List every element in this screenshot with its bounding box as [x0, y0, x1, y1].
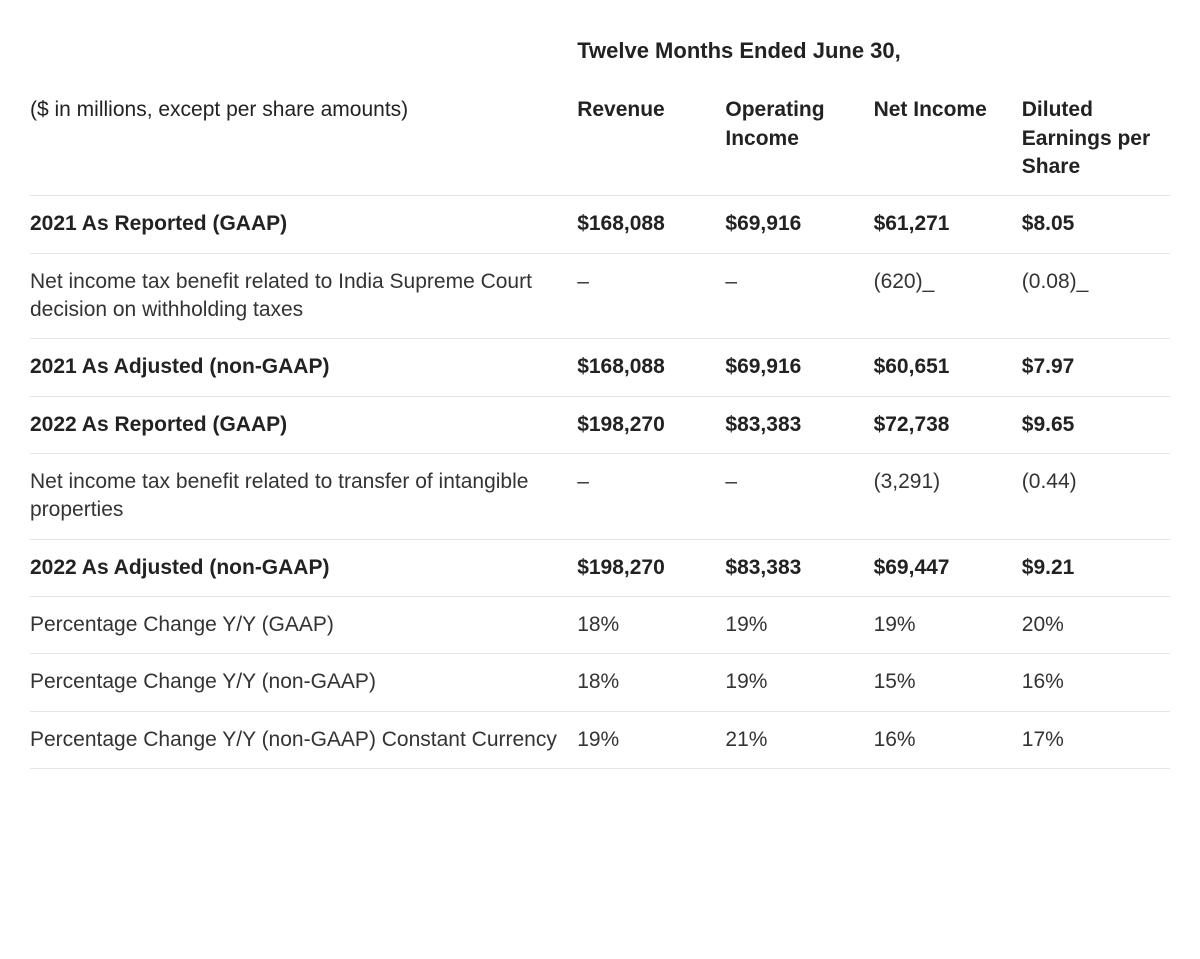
cell: $83,383 — [725, 539, 873, 596]
title-row: Twelve Months Ended June 30, — [30, 30, 1170, 82]
table-row: 2021 As Adjusted (non-GAAP)$168,088$69,9… — [30, 339, 1170, 396]
cell: $61,271 — [874, 196, 1022, 253]
table-row: 2021 As Reported (GAAP)$168,088$69,916$6… — [30, 196, 1170, 253]
table-row: 2022 As Adjusted (non-GAAP)$198,270$83,3… — [30, 539, 1170, 596]
cell: 19% — [577, 711, 725, 768]
cell: – — [725, 454, 873, 540]
row-label: Percentage Change Y/Y (GAAP) — [30, 597, 577, 654]
table-title-text: Twelve Months Ended June 30, — [577, 38, 901, 63]
cell: $60,651 — [874, 339, 1022, 396]
cell: $8.05 — [1022, 196, 1170, 253]
row-label: 2022 As Reported (GAAP) — [30, 396, 577, 453]
cell: 21% — [725, 711, 873, 768]
cell: 18% — [577, 597, 725, 654]
table-row: Percentage Change Y/Y (non-GAAP) Constan… — [30, 711, 1170, 768]
table: Twelve Months Ended June 30, ($ in milli… — [30, 30, 1170, 769]
table-row: 2022 As Reported (GAAP)$198,270$83,383$7… — [30, 396, 1170, 453]
cell: 15% — [874, 654, 1022, 711]
col-header-net-income: Net Income — [874, 82, 1022, 196]
cell: (0.08)_ — [1022, 253, 1170, 339]
col-header-diluted-eps: Diluted Earnings per Share — [1022, 82, 1170, 196]
row-label: Net income tax benefit related to India … — [30, 253, 577, 339]
table-title: Twelve Months Ended June 30, — [577, 30, 1170, 82]
cell: 16% — [1022, 654, 1170, 711]
title-spacer — [30, 30, 577, 82]
cell: $168,088 — [577, 196, 725, 253]
cell: (0.44) — [1022, 454, 1170, 540]
table-row: Percentage Change Y/Y (GAAP)18%19%19%20% — [30, 597, 1170, 654]
table-row: Net income tax benefit related to India … — [30, 253, 1170, 339]
cell: 18% — [577, 654, 725, 711]
header-subtitle: ($ in millions, except per share amounts… — [30, 82, 577, 196]
table-row: Net income tax benefit related to transf… — [30, 454, 1170, 540]
financial-table: Twelve Months Ended June 30, ($ in milli… — [30, 30, 1170, 769]
table-body: 2021 As Reported (GAAP)$168,088$69,916$6… — [30, 196, 1170, 769]
cell: $72,738 — [874, 396, 1022, 453]
cell: (3,291) — [874, 454, 1022, 540]
cell: (620)_ — [874, 253, 1022, 339]
row-label: Percentage Change Y/Y (non-GAAP) — [30, 654, 577, 711]
cell: $198,270 — [577, 396, 725, 453]
row-label: Net income tax benefit related to transf… — [30, 454, 577, 540]
cell: – — [577, 253, 725, 339]
cell: $69,916 — [725, 196, 873, 253]
cell: 20% — [1022, 597, 1170, 654]
cell: $9.21 — [1022, 539, 1170, 596]
cell: – — [577, 454, 725, 540]
cell: $83,383 — [725, 396, 873, 453]
cell: 16% — [874, 711, 1022, 768]
cell: $168,088 — [577, 339, 725, 396]
cell: 19% — [874, 597, 1022, 654]
cell: $69,916 — [725, 339, 873, 396]
cell: $9.65 — [1022, 396, 1170, 453]
cell: 19% — [725, 597, 873, 654]
row-label: 2021 As Adjusted (non-GAAP) — [30, 339, 577, 396]
cell: 17% — [1022, 711, 1170, 768]
cell: $7.97 — [1022, 339, 1170, 396]
cell: 19% — [725, 654, 873, 711]
col-header-operating-income: Operating Income — [725, 82, 873, 196]
row-label: 2022 As Adjusted (non-GAAP) — [30, 539, 577, 596]
col-header-revenue: Revenue — [577, 82, 725, 196]
table-row: Percentage Change Y/Y (non-GAAP)18%19%15… — [30, 654, 1170, 711]
header-row: ($ in millions, except per share amounts… — [30, 82, 1170, 196]
cell: $69,447 — [874, 539, 1022, 596]
row-label: 2021 As Reported (GAAP) — [30, 196, 577, 253]
cell: $198,270 — [577, 539, 725, 596]
row-label: Percentage Change Y/Y (non-GAAP) Constan… — [30, 711, 577, 768]
cell: – — [725, 253, 873, 339]
